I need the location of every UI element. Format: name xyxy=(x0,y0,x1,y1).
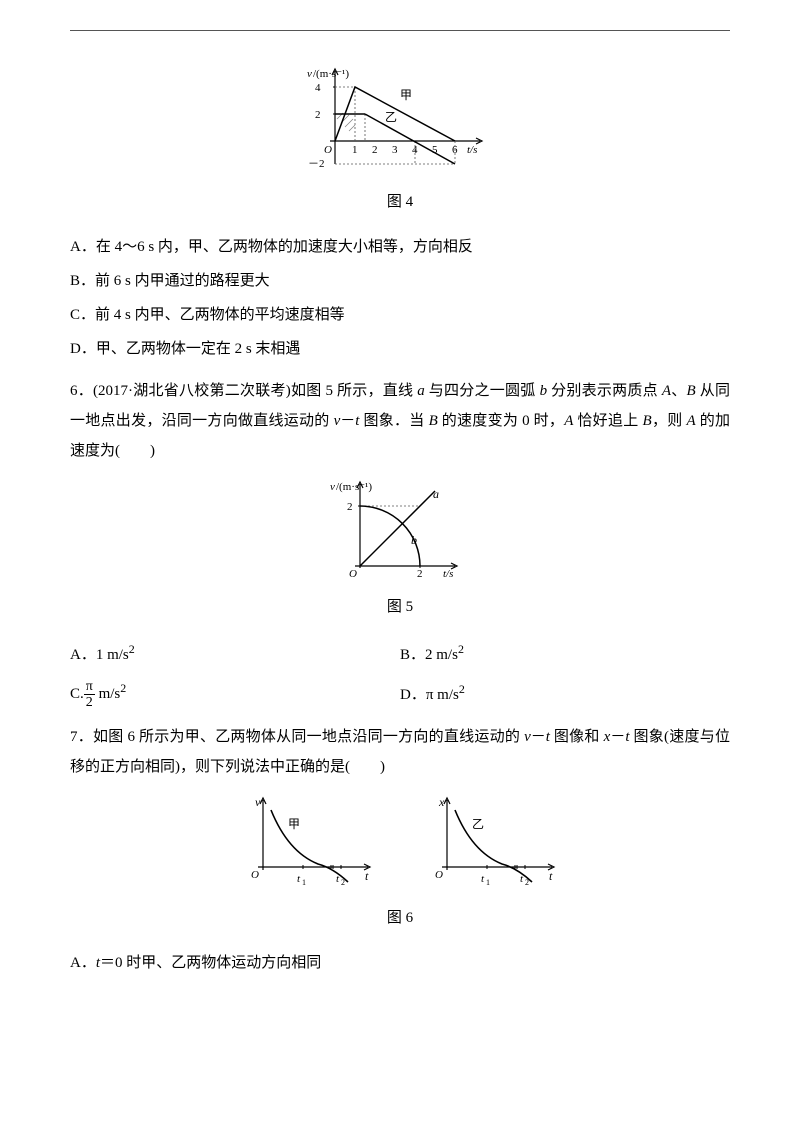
q5-option-d: D．甲、乙两物体一定在 2 s 末相遇 xyxy=(70,334,730,364)
q6-option-c: C.π2 m/s2 xyxy=(70,676,400,710)
svg-text:－2: －2 xyxy=(308,158,325,170)
q6-t3: 分别表示两质点 xyxy=(547,383,662,399)
fig4-caption: 图 4 xyxy=(70,187,730,217)
svg-text:O: O xyxy=(251,869,259,881)
q6-t7: 恰好追上 xyxy=(573,413,642,429)
q6-A3: A xyxy=(687,413,696,429)
svg-text:甲: 甲 xyxy=(400,88,412,102)
q7-stem: 7．如图 6 所示为甲、乙两物体从同一地点沿同一方向的直线运动的 v－t 图像和… xyxy=(70,722,730,782)
q6-t8: ，则 xyxy=(652,413,687,429)
q5-option-a: A．在 4～6 s 内，甲、乙两物体的加速度大小相等，方向相反 xyxy=(70,232,730,262)
q6-d1: － xyxy=(340,413,355,429)
q6c-den: 2 xyxy=(84,695,95,710)
svg-text:O: O xyxy=(324,144,332,156)
q6-B3: B xyxy=(643,413,652,429)
q6c-num: π xyxy=(84,679,95,695)
svg-text:1: 1 xyxy=(352,144,358,156)
q6-option-a: A．1 m/s2 xyxy=(70,637,400,670)
fig6-caption: 图 6 xyxy=(70,903,730,933)
q6-stem: 6．(2017·湖北省八校第二次联考)如图 5 所示，直线 a 与四分之一圆弧 … xyxy=(70,376,730,466)
q6-options-row2: C.π2 m/s2 D．π m/s2 xyxy=(70,676,730,710)
q6c-sup: 2 xyxy=(120,681,126,695)
q6c-pre: C. xyxy=(70,686,84,702)
svg-text:3: 3 xyxy=(392,144,398,156)
svg-text:a: a xyxy=(433,487,439,501)
svg-text:甲: 甲 xyxy=(288,817,300,831)
q7-d1: － xyxy=(531,729,546,745)
svg-text:x: x xyxy=(438,795,445,809)
q6-B: B xyxy=(687,383,696,399)
svg-text:乙: 乙 xyxy=(385,110,397,124)
q6d-sup: 2 xyxy=(459,682,465,696)
svg-text:1: 1 xyxy=(486,878,490,887)
svg-text:t/s: t/s xyxy=(443,568,453,580)
top-rule xyxy=(70,30,730,31)
q6b-sup: 2 xyxy=(458,642,464,656)
q6c-frac: π2 xyxy=(84,679,95,711)
q6a-sup: 2 xyxy=(129,642,135,656)
fig4-chart-icon: 4 2 －2 1 2 3 4 5 6 O t/s v /(m·s⁻¹) xyxy=(305,61,495,181)
svg-text:2: 2 xyxy=(347,501,353,513)
fig6-left-chart-icon: O v t 甲 t1 t2 xyxy=(233,792,383,897)
q6-s1: 、 xyxy=(671,383,687,399)
q6-t6: 的速度变为 0 时， xyxy=(438,413,564,429)
q6-B2: B xyxy=(429,413,438,429)
fig6-right-chart-icon: O x t 乙 t1 t2 xyxy=(417,792,567,897)
figure-5: O v /(m·s⁻¹) t/s 2 2 a b 图 5 xyxy=(70,476,730,622)
svg-text:O: O xyxy=(349,568,357,580)
svg-text:O: O xyxy=(435,869,443,881)
svg-text:2: 2 xyxy=(372,144,378,156)
q7a-suf: ＝0 时甲、乙两物体运动方向相同 xyxy=(100,955,321,971)
svg-text:2: 2 xyxy=(417,568,423,580)
q6-t5: 图象．当 xyxy=(359,413,428,429)
svg-text:t: t xyxy=(365,869,369,883)
svg-text:v: v xyxy=(255,795,261,809)
svg-text:2: 2 xyxy=(341,878,345,887)
q6b-txt: B．2 m/s xyxy=(400,647,458,663)
q6-option-b: B．2 m/s2 xyxy=(400,637,730,670)
svg-text:乙: 乙 xyxy=(472,817,484,831)
svg-text:b: b xyxy=(411,533,417,547)
svg-text:2: 2 xyxy=(315,109,321,121)
svg-text:t/s: t/s xyxy=(467,144,477,156)
q6-options-row1: A．1 m/s2 B．2 m/s2 xyxy=(70,637,730,670)
fig5-caption: 图 5 xyxy=(70,592,730,622)
svg-text:t: t xyxy=(297,873,301,885)
svg-text:t: t xyxy=(481,873,485,885)
q7-p1: 7．如图 6 所示为甲、乙两物体从同一地点沿同一方向的直线运动的 xyxy=(70,729,524,745)
q7-v: v xyxy=(524,729,531,745)
q6-A2: A xyxy=(564,413,573,429)
svg-text:2: 2 xyxy=(525,878,529,887)
q6-option-d: D．π m/s2 xyxy=(400,677,730,710)
q5-option-b: B．前 6 s 内甲通过的路程更大 xyxy=(70,266,730,296)
q7-p2: 图像和 xyxy=(550,729,604,745)
q6d-txt: D．π m/s xyxy=(400,687,459,703)
svg-text:v: v xyxy=(307,68,312,80)
q6c-suf: m/s xyxy=(95,686,120,702)
figure-4: 4 2 －2 1 2 3 4 5 6 O t/s v /(m·s⁻¹) xyxy=(70,61,730,217)
q7a-pre: A． xyxy=(70,955,96,971)
fig5-chart-icon: O v /(m·s⁻¹) t/s 2 2 a b xyxy=(325,476,475,586)
q5-option-c: C．前 4 s 内甲、乙两物体的平均速度相等 xyxy=(70,300,730,330)
svg-text:4: 4 xyxy=(315,82,321,94)
q6-t2: 与四分之一圆弧 xyxy=(425,383,540,399)
svg-text:1: 1 xyxy=(302,878,306,887)
q6a-txt: A．1 m/s xyxy=(70,647,129,663)
q6-b: b xyxy=(540,383,548,399)
svg-text:/(m·s⁻¹): /(m·s⁻¹) xyxy=(336,481,372,493)
q7-d2: － xyxy=(610,729,625,745)
q6-a: a xyxy=(417,383,425,399)
svg-text:v: v xyxy=(330,481,335,493)
figure-6: O v t 甲 t1 t2 O x t 乙 t1 t2 xyxy=(70,792,730,933)
q6-A: A xyxy=(662,383,671,399)
q6-t1: 6．(2017·湖北省八校第二次联考)如图 5 所示，直线 xyxy=(70,383,417,399)
q7-option-a: A．t＝0 时甲、乙两物体运动方向相同 xyxy=(70,948,730,978)
svg-text:t: t xyxy=(549,869,553,883)
svg-text:/(m·s⁻¹): /(m·s⁻¹) xyxy=(313,68,349,80)
